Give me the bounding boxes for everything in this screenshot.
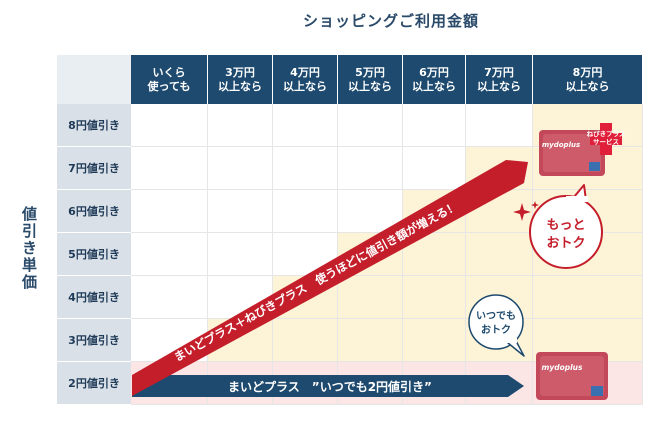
- itsudemo-otoku-bubble: いつでも おトク: [468, 294, 525, 357]
- bubble-big-line1: もっと: [546, 218, 585, 233]
- column-header-70k: 7万円 以上なら: [466, 55, 533, 104]
- card-brand-text: mydoplus: [542, 363, 584, 372]
- card-brand-text: mydoplus: [542, 141, 580, 149]
- grid-cell: [273, 147, 338, 190]
- row-header-3yen: 3円値引き: [57, 319, 131, 362]
- card-top: mydoplus: [539, 130, 605, 176]
- grid-cell: [208, 233, 273, 276]
- bubble-small-line2: おトク: [481, 324, 511, 336]
- column-header-label: 7万円 以上なら: [477, 65, 521, 93]
- red-arrow-label: まいどプラス＋ねびきプラス 使うほどに値引き額が増える！: [172, 199, 461, 365]
- column-header-label: いくら 使っても: [147, 65, 191, 93]
- grid-cell: [403, 276, 466, 319]
- column-header-label: 3万円 以上なら: [218, 65, 262, 93]
- row-header-label: 5円値引き: [68, 248, 120, 261]
- row-header-label: 3円値引き: [68, 334, 120, 347]
- grid-cell: [466, 233, 533, 276]
- row-header-5yen: 5円値引き: [57, 233, 131, 276]
- card-bottom: mydoplus: [536, 352, 608, 400]
- chart-title: ショッピングご利用金額: [302, 12, 479, 30]
- badge-text-1: ねびきプラス: [587, 129, 626, 138]
- row-header-8yen: 8円値引き: [57, 104, 131, 147]
- grid-cell: [208, 104, 273, 147]
- badge-text-2: サービス: [593, 137, 619, 146]
- grid-cell: [273, 190, 338, 233]
- column-header-60k: 6万円 以上なら: [403, 55, 466, 104]
- red-arrow: [132, 160, 528, 396]
- grid-cell: [338, 319, 403, 362]
- row-header-4yen: 4円値引き: [57, 276, 131, 319]
- grid-cell: [208, 147, 273, 190]
- grid-corner: [57, 55, 131, 104]
- row-header-2yen: 2円値引き: [57, 362, 131, 405]
- column-header-30k: 3万円 以上なら: [208, 55, 273, 104]
- column-header-40k: 4万円 以上なら: [273, 55, 338, 104]
- grid-cell: [466, 104, 533, 147]
- column-header-80k: 8万円 以上なら: [533, 55, 643, 104]
- grid-cell: [273, 319, 338, 362]
- row-header-label: 4円値引き: [68, 291, 120, 304]
- column-header-label: 5万円 以上なら: [348, 65, 392, 93]
- column-header-50k: 5万円 以上なら: [338, 55, 403, 104]
- grid-cell: [131, 233, 208, 276]
- grid-cell: [131, 190, 208, 233]
- column-header-label: 4万円 以上なら: [283, 65, 327, 93]
- grid-cell: [131, 147, 208, 190]
- row-header-7yen: 7円値引き: [57, 147, 131, 190]
- vertical-axis-label: 値引き単価: [20, 206, 38, 291]
- grid-cell: [338, 276, 403, 319]
- grid-cell: [273, 104, 338, 147]
- row-header-6yen: 6円値引き: [57, 190, 131, 233]
- nebiki-plus-badge: ねびきプラス サービス: [587, 123, 626, 155]
- column-header-label: 8万円 以上なら: [565, 65, 610, 93]
- grid-cell: [403, 319, 466, 362]
- grid-cell: [533, 276, 643, 319]
- grid-cell: [131, 104, 208, 147]
- bubble-small-line1: いつでも: [476, 310, 516, 322]
- row-header-label: 2円値引き: [68, 377, 120, 390]
- row-header-label: 8円値引き: [68, 119, 120, 132]
- blue-arrow: [132, 375, 524, 397]
- row-header-label: 7円値引き: [68, 162, 120, 175]
- grid-cell: [338, 104, 403, 147]
- row-header-label: 6円値引き: [68, 205, 120, 218]
- sparkle-icon: [513, 201, 539, 221]
- grid-cell: [338, 147, 403, 190]
- column-header-label: 6万円 以上なら: [412, 65, 456, 93]
- blue-arrow-label: まいどプラス ”いつでも2円値引き”: [228, 379, 432, 394]
- grid-cell: [403, 104, 466, 147]
- grid-cell: [131, 276, 208, 319]
- grid-cell: [403, 147, 466, 190]
- grid-cell: [208, 190, 273, 233]
- motto-otoku-bubble: もっと おトク: [529, 184, 603, 269]
- column-header-any: いくら 使っても: [131, 55, 208, 104]
- bubble-big-line2: おトク: [546, 236, 585, 251]
